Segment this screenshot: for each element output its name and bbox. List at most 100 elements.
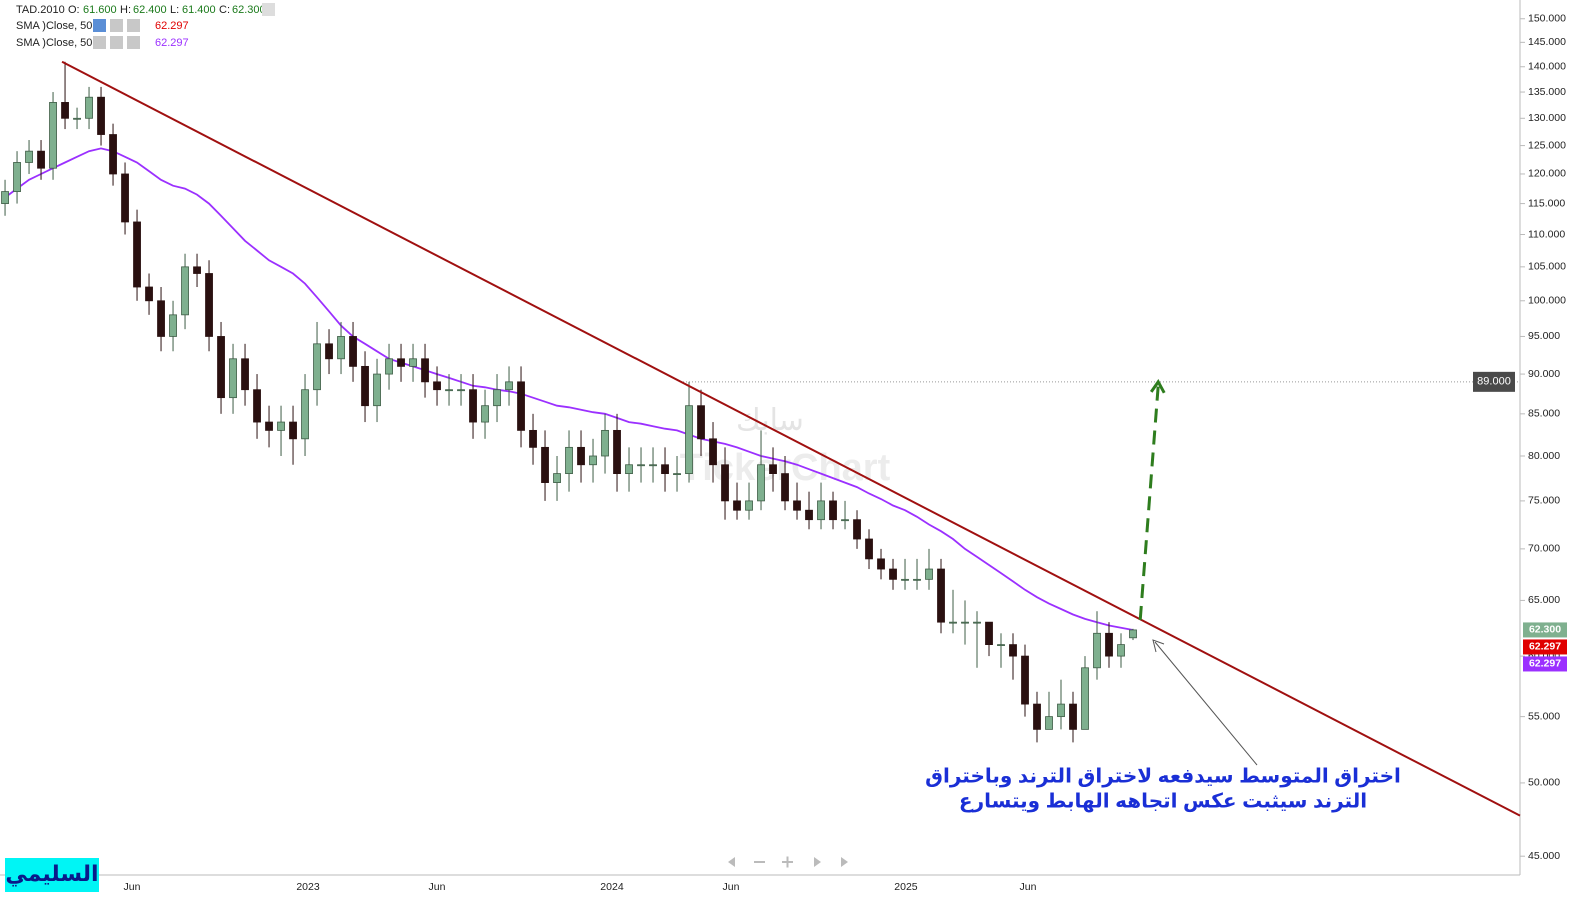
candle-body: [973, 621, 981, 624]
y-tick-label: 55.000: [1528, 710, 1560, 722]
candle-body: [1081, 667, 1089, 730]
candle-body: [913, 578, 921, 581]
ohlc-label: L:: [170, 4, 179, 16]
candle-body: [517, 381, 525, 431]
settings-icon[interactable]: [110, 36, 123, 49]
ohlc-label: C:: [219, 4, 230, 16]
candle-body: [961, 621, 969, 624]
y-tick-label: 130.000: [1528, 112, 1566, 124]
candle-body: [373, 373, 381, 407]
candle-body: [1, 191, 9, 204]
candle-body: [1033, 703, 1041, 730]
candle-body: [457, 389, 465, 392]
candle-body: [901, 578, 909, 581]
remove-icon[interactable]: [127, 19, 140, 32]
price-badge: 62.300: [1529, 624, 1561, 636]
nav-zoom-in[interactable]: [786, 856, 789, 868]
candle-body: [949, 621, 957, 624]
candle-body: [61, 102, 69, 119]
y-tick-label: 135.000: [1528, 86, 1566, 98]
candle-body: [697, 405, 705, 440]
y-tick-label: 150.000: [1528, 13, 1566, 25]
candle-body: [241, 358, 249, 391]
candle-body: [445, 389, 453, 392]
candle-body: [505, 381, 513, 391]
candle-body: [889, 568, 897, 580]
candle-body: [157, 300, 165, 337]
nav-right[interactable]: [814, 857, 821, 867]
eye-icon[interactable]: [93, 36, 106, 49]
ohlc-label: H:: [120, 4, 131, 16]
y-tick-label: 120.000: [1528, 168, 1566, 180]
y-tick-label: 95.000: [1528, 330, 1560, 342]
candle-body: [757, 464, 765, 502]
remove-icon[interactable]: [127, 36, 140, 49]
eye-icon[interactable]: [93, 19, 106, 32]
nav-left[interactable]: [728, 857, 735, 867]
candle-body: [25, 150, 33, 163]
candle-body: [553, 473, 561, 483]
candle-body: [1009, 644, 1017, 657]
indicator-value: 62.297: [155, 20, 189, 32]
x-tick-label: Jun: [723, 881, 740, 893]
x-tick-label: Jun: [429, 881, 446, 893]
x-tick-label: 2025: [894, 881, 918, 893]
candle-body: [73, 117, 81, 120]
ohlc-value: 62.400: [133, 4, 167, 16]
candle-body: [277, 421, 285, 431]
candle-body: [1021, 655, 1029, 705]
plot: [1, 60, 1521, 817]
candle-body: [217, 336, 225, 399]
candle-body: [253, 389, 261, 423]
annotation-text: الترند سيثبت عكس اتجاهه الهابط ويتسارع: [959, 790, 1367, 812]
projection-arrow: [1138, 385, 1160, 621]
indicator-name: SMA )Close, 50(: [16, 20, 96, 32]
price-badge-bg: [1523, 622, 1567, 638]
y-tick-label: 140.000: [1528, 61, 1566, 73]
symbol: TAD.2010: [16, 4, 65, 16]
candle-body: [1045, 716, 1053, 730]
candle-body: [673, 473, 681, 476]
candle-body: [997, 644, 1005, 647]
watermark: سابك: [736, 404, 804, 437]
target-badge: 89.000: [1477, 376, 1511, 388]
candle-body: [49, 102, 57, 169]
candle-body: [937, 568, 945, 623]
indicator-value: 62.297: [155, 37, 189, 49]
candle-body: [733, 500, 741, 511]
candle-body: [409, 358, 417, 367]
candle-body: [865, 538, 873, 560]
candle-body: [229, 358, 237, 399]
x-tick-label: Jun: [1020, 881, 1037, 893]
candle-body: [565, 446, 573, 475]
sma-badge-bg: [1523, 656, 1567, 672]
nav-zoom-out[interactable]: [754, 861, 765, 863]
candle-body: [97, 96, 105, 135]
candle-body: [817, 500, 825, 521]
y-tick-label: 45.000: [1528, 850, 1560, 862]
nav-end[interactable]: [841, 857, 848, 867]
y-tick-label: 70.000: [1528, 543, 1560, 555]
candle-body: [541, 446, 549, 483]
candle-body: [481, 405, 489, 423]
indicator-icons: [93, 19, 140, 49]
y-tick-label: 115.000: [1528, 197, 1565, 209]
settings-icon[interactable]: [110, 19, 123, 32]
ohlc-value: 61.400: [182, 4, 216, 16]
candle-body: [577, 446, 585, 466]
x-tick-label: Jun: [124, 881, 141, 893]
author-box: [5, 858, 99, 892]
more-button[interactable]: [262, 3, 275, 16]
candle-body: [325, 343, 333, 360]
y-tick-label: 125.000: [1528, 139, 1566, 151]
candle-body: [745, 500, 753, 511]
candle-body: [637, 464, 645, 467]
candle-body: [85, 96, 93, 119]
candle-body: [1069, 703, 1077, 730]
ohlc-value: 61.600: [83, 4, 117, 16]
candle-body: [421, 358, 429, 383]
candle-body: [985, 621, 993, 646]
ohlc-value: 62.300: [232, 4, 266, 16]
sma-line: [4, 147, 1134, 631]
